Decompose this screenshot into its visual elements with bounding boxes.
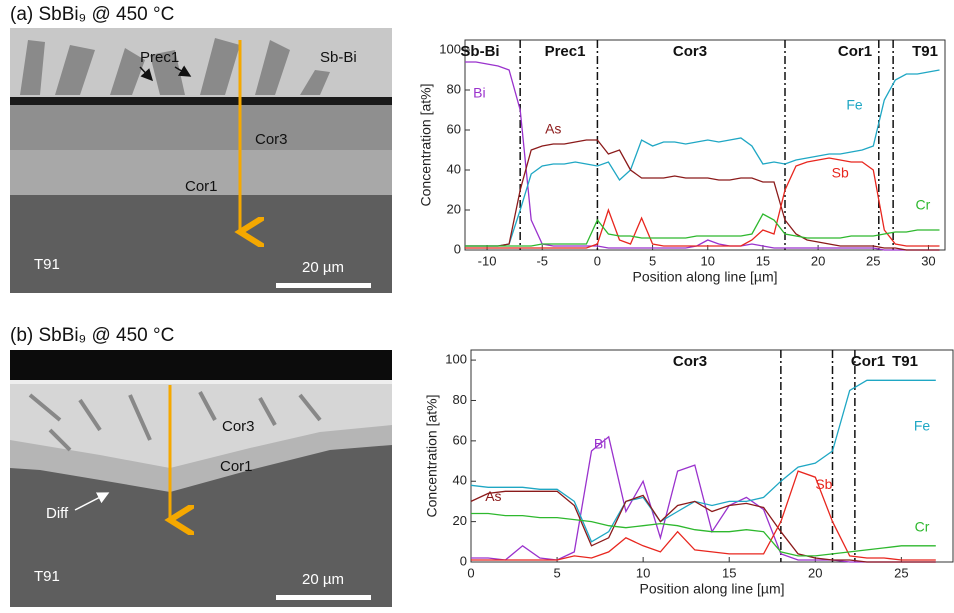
x-axis-label: Position along line [µm] xyxy=(632,269,777,285)
series-line xyxy=(465,157,940,249)
plot-frame xyxy=(464,39,946,251)
x-tick-label: 15 xyxy=(756,253,770,268)
series-label: Sb xyxy=(832,165,849,181)
series-label: As xyxy=(545,121,561,137)
y-axis-label: Concentration [at%] xyxy=(424,395,440,518)
image-label: Cor1 xyxy=(185,178,218,195)
region-label: Cor1 xyxy=(838,43,872,60)
x-tick-label: 10 xyxy=(636,565,650,580)
y-axis-label: Concentration [at%] xyxy=(418,84,434,207)
y-tick-label: 20 xyxy=(447,201,461,216)
series-label: Cr xyxy=(916,197,931,213)
plot-frame xyxy=(470,349,954,563)
region-label: T91 xyxy=(912,43,938,60)
region-label: Cor3 xyxy=(673,353,707,370)
x-tick-label: -5 xyxy=(536,253,548,268)
x-tick-label: 10 xyxy=(701,253,715,268)
scale-bar-label: 20 µm xyxy=(302,571,344,588)
scale-bar-label: 20 µm xyxy=(302,259,344,276)
panel-title: (b) SbBi₉ @ 450 °C xyxy=(10,325,174,346)
x-tick-label: 0 xyxy=(467,565,474,580)
series-line xyxy=(471,435,936,563)
region-label: Sb-Bi xyxy=(460,43,499,60)
series-label: Bi xyxy=(473,85,485,101)
region-label: T91 xyxy=(892,353,918,370)
series-line xyxy=(471,470,936,561)
region-label: Prec1 xyxy=(545,43,586,60)
series-label: Sb xyxy=(815,476,832,492)
image-label: Cor3 xyxy=(255,131,288,148)
sem-image-a xyxy=(10,28,392,293)
image-label: Cor1 xyxy=(220,458,253,475)
y-tick-label: 0 xyxy=(454,241,461,256)
x-axis-label: Position along line [µm] xyxy=(639,581,784,597)
series-label: Cr xyxy=(915,518,930,534)
series-label: Bi xyxy=(594,436,606,452)
y-tick-label: 40 xyxy=(453,473,467,488)
x-tick-label: 5 xyxy=(553,565,560,580)
y-tick-label: 20 xyxy=(453,513,467,528)
x-tick-label: 30 xyxy=(921,253,935,268)
x-tick-label: 25 xyxy=(866,253,880,268)
x-tick-label: 0 xyxy=(594,253,601,268)
y-tick-label: 60 xyxy=(453,432,467,447)
series-label: Fe xyxy=(914,417,931,433)
y-tick-label: 100 xyxy=(439,41,461,56)
series-line xyxy=(465,139,940,251)
y-tick-label: 100 xyxy=(445,352,467,367)
x-tick-label: 5 xyxy=(649,253,656,268)
image-label: Cor3 xyxy=(222,418,255,435)
series-line xyxy=(470,379,936,543)
x-tick-label: -10 xyxy=(478,253,497,268)
y-tick-label: 0 xyxy=(460,553,467,568)
image-label: Diff xyxy=(46,505,69,522)
series-line xyxy=(471,512,936,557)
image-label: Sb-Bi xyxy=(320,49,357,66)
x-tick-label: 25 xyxy=(894,565,908,580)
y-tick-label: 80 xyxy=(453,392,467,407)
x-tick-label: 20 xyxy=(808,565,822,580)
region-label: Cor1 xyxy=(851,353,885,370)
series-line xyxy=(465,213,940,247)
sem-image-b xyxy=(10,350,392,607)
series-label: As xyxy=(485,488,501,504)
x-tick-label: 15 xyxy=(722,565,736,580)
region-label: Cor3 xyxy=(673,43,707,60)
panel-title: (a) SbBi₉ @ 450 °C xyxy=(10,4,174,25)
image-label: T91 xyxy=(34,568,60,585)
series-line xyxy=(470,490,936,563)
y-tick-label: 80 xyxy=(447,81,461,96)
image-label: T91 xyxy=(34,256,60,273)
image-label: Prec1 xyxy=(140,49,179,66)
x-tick-label: 20 xyxy=(811,253,825,268)
series-line xyxy=(465,61,940,251)
y-tick-label: 40 xyxy=(447,161,461,176)
series-line xyxy=(465,69,940,247)
y-tick-label: 60 xyxy=(447,121,461,136)
series-label: Fe xyxy=(846,97,863,113)
